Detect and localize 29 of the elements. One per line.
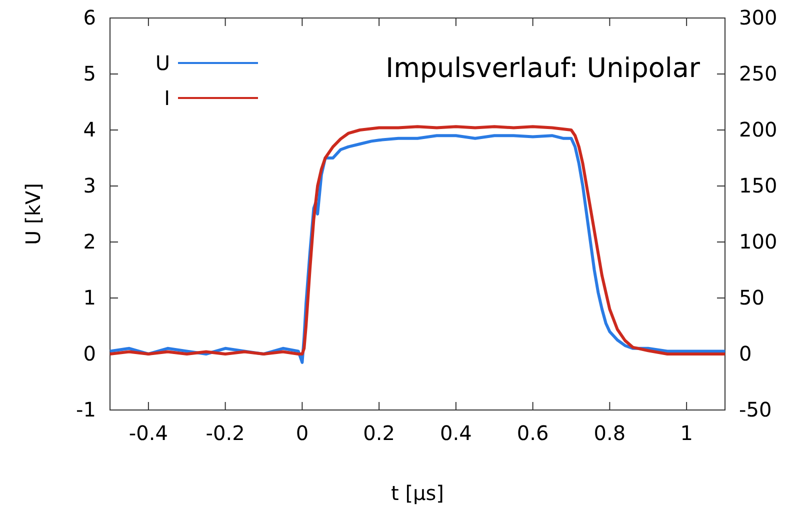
- x-tick-label: -0.2: [206, 421, 245, 446]
- y-tick-label: 4: [83, 117, 96, 142]
- y-tick-label: -1: [76, 397, 96, 422]
- text: Impulsverlauf: Unipolar: [386, 53, 701, 84]
- y2-tick-label: 50: [739, 285, 764, 310]
- x-axis-title: t [μs]: [391, 481, 444, 505]
- y2-tick-label: 200: [739, 117, 778, 142]
- y-tick-label: 0: [83, 341, 96, 366]
- y2-tick-label: 150: [739, 173, 778, 198]
- legend-label: I: [164, 86, 170, 110]
- y-tick-label: 1: [83, 285, 96, 310]
- y2-tick-label: 0: [739, 341, 752, 366]
- y2-tick-label: 250: [739, 61, 778, 86]
- x-tick-label: 0.4: [440, 421, 472, 446]
- legend-label: U: [155, 51, 170, 75]
- y-tick-label: 5: [83, 61, 96, 86]
- x-tick-label: -0.4: [128, 421, 168, 446]
- x-tick-label: 0.6: [516, 421, 549, 446]
- y-tick-label: 3: [83, 173, 96, 198]
- x-tick-label: 0.2: [363, 421, 395, 446]
- y-axis-title: U [kV]: [21, 183, 45, 245]
- y2-tick-label: 100: [739, 229, 778, 254]
- x-tick-label: 0: [296, 421, 309, 446]
- y2-tick-label: -50: [739, 397, 772, 422]
- y2-tick-label: 300: [739, 5, 778, 30]
- x-tick-label: 0.8: [594, 421, 626, 446]
- y-tick-label: 6: [83, 5, 96, 30]
- y-tick-label: 2: [83, 229, 96, 254]
- x-tick-label: 1: [680, 421, 693, 446]
